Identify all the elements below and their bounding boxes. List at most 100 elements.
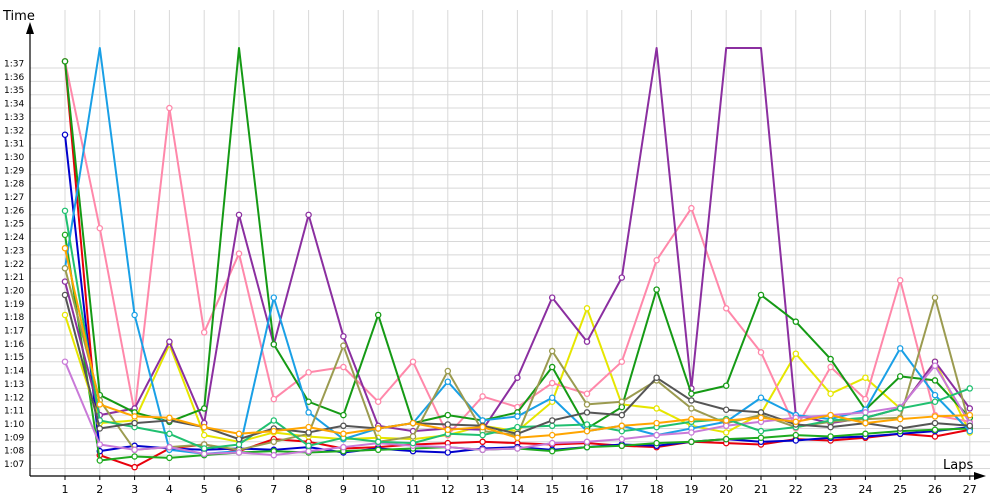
data-point xyxy=(618,358,626,365)
data-point xyxy=(827,363,834,371)
data-point xyxy=(653,431,660,439)
data-point xyxy=(757,394,765,401)
data-point xyxy=(374,438,382,446)
data-point xyxy=(131,446,138,454)
data-point xyxy=(583,421,591,428)
data-point xyxy=(444,443,452,451)
data-point xyxy=(166,430,173,438)
data-point xyxy=(305,369,312,376)
data-point xyxy=(235,449,243,456)
data-point xyxy=(583,338,591,345)
y-axis-title: Time xyxy=(2,9,35,24)
x-tick-label: 18 xyxy=(650,483,664,496)
x-tick-label: 24 xyxy=(858,483,872,496)
data-point xyxy=(688,397,695,404)
data-point xyxy=(479,438,486,446)
data-point xyxy=(827,411,834,419)
data-point xyxy=(792,350,800,357)
data-point xyxy=(166,338,173,345)
data-point xyxy=(792,318,800,325)
data-point xyxy=(931,398,939,405)
x-tick-label: 3 xyxy=(131,483,138,496)
y-tick-label: 1:27 xyxy=(4,193,24,203)
data-point xyxy=(61,58,69,65)
axes: Time Laps xyxy=(2,9,986,480)
y-tick-label: 1:09 xyxy=(4,433,24,443)
data-point xyxy=(827,417,834,424)
data-point xyxy=(61,264,69,272)
data-point xyxy=(444,367,452,375)
x-tick-label: 22 xyxy=(789,483,803,496)
data-point xyxy=(757,349,765,356)
data-point xyxy=(305,429,312,436)
data-point xyxy=(514,423,521,431)
data-point xyxy=(479,423,486,431)
series-13 xyxy=(61,244,974,442)
data-point xyxy=(200,445,208,452)
y-tick-label: 1:23 xyxy=(4,246,24,256)
y-tick-label: 1:18 xyxy=(4,313,24,323)
data-point xyxy=(583,409,591,416)
data-point xyxy=(827,433,834,440)
y-tick-label: 1:22 xyxy=(4,260,24,270)
data-point xyxy=(583,443,591,451)
y-tick-label: 1:30 xyxy=(4,153,24,163)
data-point xyxy=(374,446,382,454)
data-point xyxy=(514,374,521,381)
data-point xyxy=(548,431,556,439)
data-point xyxy=(444,449,452,456)
data-point xyxy=(514,434,521,442)
data-point xyxy=(61,278,69,285)
data-point xyxy=(270,341,278,348)
y-tick-label: 1:13 xyxy=(4,380,24,390)
data-point xyxy=(583,390,591,397)
x-tick-label: 26 xyxy=(928,483,942,496)
data-point xyxy=(827,423,834,431)
data-point xyxy=(340,363,347,371)
data-point xyxy=(514,413,521,420)
data-point xyxy=(200,405,208,412)
x-tick-label: 23 xyxy=(824,483,838,496)
data-point xyxy=(61,131,69,138)
data-point xyxy=(479,393,486,400)
y-tick-label: 1:16 xyxy=(4,340,24,350)
y-tick-label: 1:28 xyxy=(4,180,24,190)
data-point xyxy=(896,415,904,423)
y-tick-label: 1:07 xyxy=(4,460,24,470)
data-point xyxy=(270,294,278,301)
data-point xyxy=(444,426,452,434)
data-point xyxy=(722,422,730,430)
data-point xyxy=(653,439,660,447)
data-point xyxy=(618,427,626,435)
x-tick-label: 12 xyxy=(441,483,455,496)
data-point xyxy=(653,256,660,264)
x-tick-label: 1 xyxy=(62,483,69,496)
y-tick-label: 1:15 xyxy=(4,353,24,363)
data-point xyxy=(340,422,347,430)
data-point xyxy=(235,250,243,257)
data-point xyxy=(862,414,869,422)
data-point xyxy=(618,403,626,411)
data-point xyxy=(792,437,800,444)
x-tick-label: 4 xyxy=(166,483,173,496)
x-tick-label: 7 xyxy=(270,483,277,496)
grid xyxy=(30,10,990,476)
data-point xyxy=(896,277,904,284)
data-point xyxy=(653,419,660,427)
x-axis-arrow xyxy=(974,472,986,480)
data-point xyxy=(618,398,626,405)
data-point xyxy=(931,419,939,427)
data-point xyxy=(61,231,69,239)
data-point xyxy=(131,463,138,471)
x-tick-label: 13 xyxy=(476,483,490,496)
data-point xyxy=(548,347,556,355)
data-point xyxy=(340,443,347,451)
y-tick-label: 1:25 xyxy=(4,220,24,230)
data-point xyxy=(340,430,347,438)
data-point xyxy=(688,405,695,412)
data-point xyxy=(653,405,660,412)
data-point xyxy=(61,311,69,319)
y-tick-label: 1:36 xyxy=(4,73,24,83)
data-point xyxy=(548,422,556,430)
